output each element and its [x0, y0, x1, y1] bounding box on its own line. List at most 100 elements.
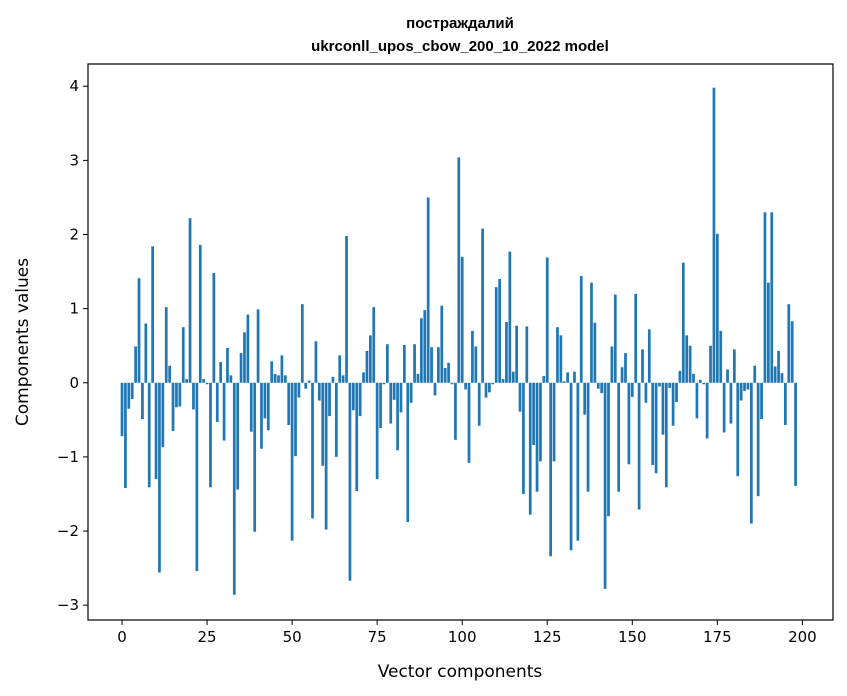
bar [675, 382, 678, 403]
bar [420, 318, 423, 383]
bar [712, 87, 716, 383]
bar [307, 380, 311, 383]
bar [454, 382, 457, 440]
bar [433, 382, 437, 396]
bar [525, 326, 529, 383]
bar [692, 373, 695, 383]
bar [406, 382, 410, 523]
bar [576, 382, 580, 541]
bar [181, 327, 185, 383]
bar [464, 382, 467, 390]
bar [280, 355, 284, 383]
bar [562, 381, 566, 383]
bar [678, 370, 682, 383]
bar [505, 321, 508, 383]
bar [396, 382, 399, 451]
bar [518, 382, 522, 412]
bar [644, 382, 648, 403]
bar [702, 382, 706, 385]
bar [719, 330, 723, 383]
bar [392, 382, 396, 400]
bar [709, 345, 712, 383]
bar [590, 282, 593, 383]
bar [501, 379, 505, 383]
bar [627, 382, 631, 465]
x-tick-label: 100 [448, 628, 477, 646]
bar [185, 379, 189, 383]
bar [362, 372, 365, 383]
y-tick-label: −2 [57, 522, 79, 540]
bar [158, 382, 161, 573]
bar [532, 382, 535, 446]
bar [552, 382, 556, 462]
bar [471, 330, 474, 383]
bar [753, 365, 757, 383]
bar [661, 382, 665, 435]
y-tick-label: 2 [69, 226, 79, 244]
bar [494, 287, 498, 383]
bar [151, 246, 154, 383]
bar [205, 382, 209, 385]
bar [732, 349, 736, 383]
bar [681, 262, 685, 383]
bar [341, 375, 345, 383]
bar [695, 382, 699, 419]
x-tick-label: 175 [703, 628, 732, 646]
plot-frame [87, 63, 834, 621]
bar [447, 362, 450, 383]
bar [290, 382, 294, 541]
bar [484, 382, 488, 398]
y-tick-label: 4 [69, 77, 79, 95]
y-axis-ticks: −3 −2 −1 0 1 2 3 4 [57, 77, 88, 614]
bar [528, 382, 532, 515]
bar [215, 382, 219, 423]
bar [297, 382, 301, 398]
chart-title-line-1: постраждалий [406, 15, 514, 32]
bar [209, 382, 212, 488]
bar [671, 382, 675, 426]
bar [729, 382, 733, 424]
bar [722, 382, 726, 433]
bar [294, 382, 297, 457]
bar [368, 335, 372, 383]
bar [491, 382, 495, 385]
bar [522, 382, 525, 494]
bar [219, 362, 223, 383]
bar [481, 228, 484, 383]
bar [773, 366, 777, 383]
bar [300, 304, 304, 383]
bar [743, 382, 746, 391]
y-tick-label: −1 [57, 448, 79, 466]
bar [334, 382, 338, 457]
bar [232, 382, 236, 595]
bar [664, 382, 668, 488]
bar [617, 382, 621, 492]
bar [161, 382, 165, 448]
bar [668, 382, 672, 388]
bar [249, 382, 253, 432]
bar [324, 382, 328, 530]
bars-group [120, 87, 797, 595]
bar [457, 157, 461, 383]
bar [685, 335, 689, 383]
bar [477, 382, 481, 426]
bar [263, 382, 267, 419]
bar [416, 373, 420, 383]
bar [579, 276, 583, 383]
bar [195, 382, 199, 572]
bar [273, 373, 277, 383]
bar [127, 382, 131, 409]
bar [426, 197, 430, 383]
bar [365, 350, 369, 383]
bar [698, 379, 702, 383]
bar [794, 382, 797, 486]
bar [198, 244, 202, 383]
bar [654, 382, 658, 474]
bar [539, 382, 542, 462]
x-tick-label: 50 [283, 628, 302, 646]
bar [351, 382, 355, 411]
bar [375, 382, 379, 480]
bar [134, 346, 137, 383]
bar [777, 350, 780, 383]
